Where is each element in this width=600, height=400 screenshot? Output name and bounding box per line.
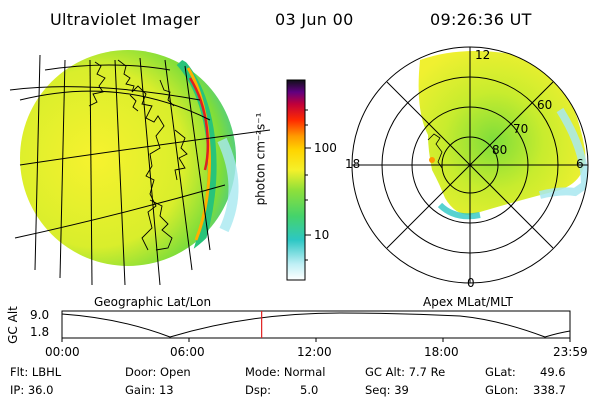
glon-value: 338.7 — [533, 383, 566, 397]
colorbar-tick-10: 10 — [314, 228, 330, 242]
mlat-60-label: 60 — [537, 98, 553, 112]
polar-plot — [351, 46, 589, 284]
mlt-0-label: 0 — [467, 276, 475, 290]
gain-status: Gain: 13 — [125, 383, 174, 397]
earth-disk-panel — [9, 50, 271, 286]
dsp-label: Dsp: — [245, 383, 272, 397]
gc-alt-status: GC Alt: 7.7 Re — [365, 365, 446, 379]
mlt-6-label: 6 — [576, 157, 584, 171]
app-title: Ultraviolet Imager — [50, 10, 201, 29]
ip-status: IP: 36.0 — [10, 383, 54, 397]
mlt-18-label: 18 — [345, 157, 361, 171]
timeline-axis-label: GC Alt — [5, 306, 20, 344]
mode-status: Mode: Normal — [245, 365, 326, 379]
glon-label: GLon: — [485, 383, 519, 397]
timeline-tick-3: 18:00 — [424, 345, 459, 359]
timeline-y-bottom: 1.8 — [30, 325, 50, 339]
date-label: 03 Jun 00 — [275, 10, 354, 29]
timeline-tick-1: 06:00 — [170, 345, 205, 359]
timeline-tick-0: 00:00 — [45, 345, 80, 359]
colorbar-unit-label: photon cm⁻²s⁻¹ — [253, 112, 268, 206]
dsp-value: 5.0 — [300, 383, 319, 397]
glat-value: 49.6 — [540, 365, 566, 379]
timeline-tick-2: 12:00 — [297, 345, 332, 359]
mlt-12-label: 12 — [475, 48, 491, 62]
right-panel-caption: Apex MLat/MLT — [423, 295, 513, 309]
mlat-80-label: 80 — [492, 143, 508, 157]
timeline-tick-4: 23:59 — [553, 345, 588, 359]
left-panel-caption: Geographic Lat/Lon — [94, 295, 212, 309]
timeline-y-top: 9.0 — [30, 308, 50, 322]
subsolar-marker — [429, 157, 435, 163]
altitude-timeline — [61, 310, 571, 342]
time-label: 09:26:36 UT — [430, 10, 532, 29]
glat-label: GLat: — [485, 365, 516, 379]
colorbar-tick-100: 100 — [314, 141, 337, 155]
graticule — [9, 54, 271, 286]
coastlines — [88, 59, 188, 251]
sequence-status: Seq: 39 — [365, 383, 409, 397]
door-status: Door: Open — [125, 365, 191, 379]
mlat-70-label: 70 — [513, 122, 529, 136]
altitude-curve — [61, 312, 571, 338]
intensity-colorbar — [286, 79, 311, 281]
earth-disk — [20, 50, 236, 266]
filter-status: Flt: LBHL — [10, 365, 62, 379]
